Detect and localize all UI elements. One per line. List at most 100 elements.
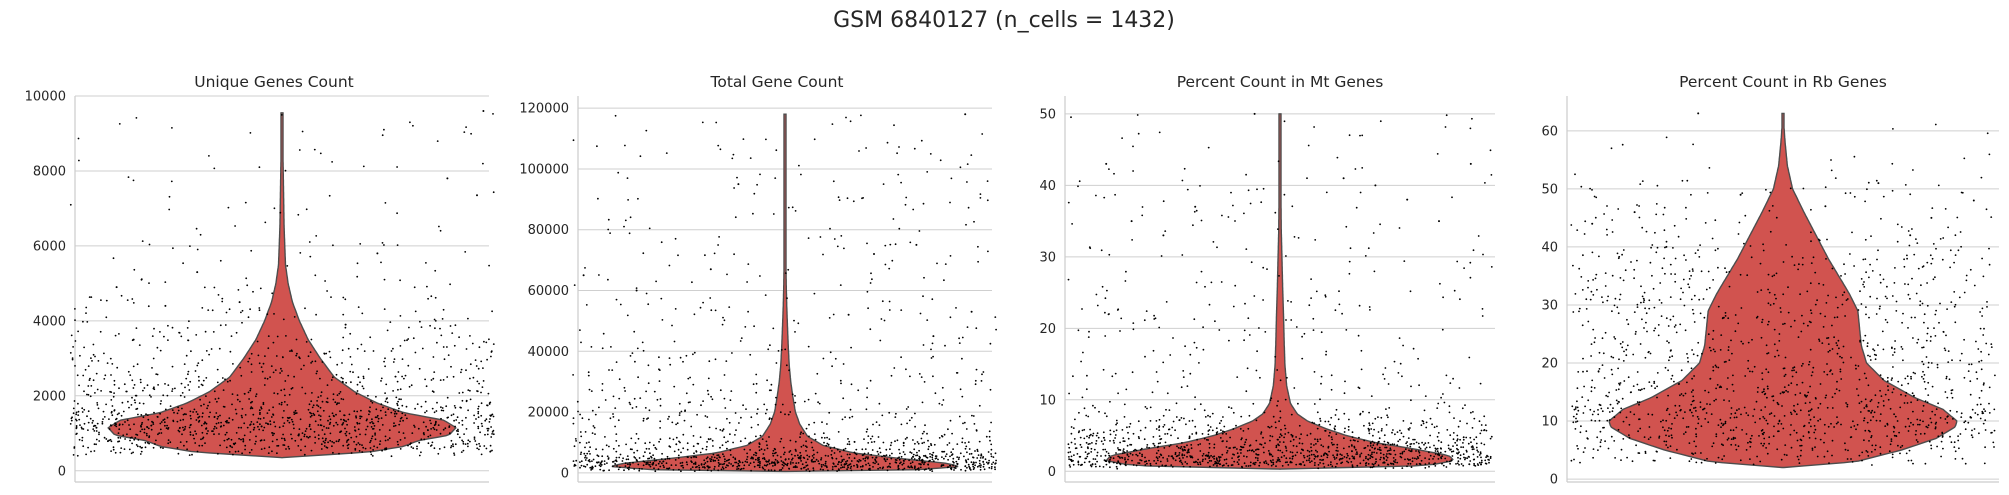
data-point [1469, 276, 1472, 279]
data-point [1589, 187, 1591, 190]
data-point [574, 464, 577, 467]
data-point [1275, 446, 1278, 449]
data-point [917, 442, 920, 445]
data-point [1073, 438, 1076, 440]
data-point [987, 451, 990, 453]
data-point [1160, 454, 1163, 457]
data-point [803, 466, 806, 469]
data-point [1138, 437, 1140, 440]
data-point [1445, 374, 1448, 377]
data-point [412, 124, 414, 127]
data-point [1378, 437, 1381, 440]
data-point [592, 425, 595, 427]
data-point [871, 278, 873, 281]
data-point [362, 375, 365, 378]
data-point [1104, 412, 1106, 415]
data-point [913, 458, 916, 460]
data-point [1864, 258, 1867, 260]
data-point [1477, 235, 1480, 237]
data-point [1149, 420, 1152, 422]
data-point [1437, 458, 1440, 460]
data-point [359, 417, 362, 420]
data-point [624, 390, 626, 392]
data-point [1960, 352, 1963, 355]
data-point [1078, 411, 1080, 414]
data-point [1333, 458, 1336, 460]
data-point [70, 417, 73, 420]
data-point [1157, 459, 1159, 462]
data-point [623, 386, 626, 389]
data-point [189, 424, 192, 427]
data-point [849, 408, 852, 411]
data-point [1119, 330, 1121, 332]
data-point [1070, 426, 1073, 428]
data-point [454, 443, 457, 446]
data-point [1415, 441, 1418, 444]
data-point [308, 241, 311, 243]
data-point [1223, 464, 1225, 466]
data-point [1976, 403, 1979, 406]
data-point [413, 424, 415, 427]
data-point [1124, 457, 1126, 459]
data-point [792, 466, 795, 468]
data-point [1415, 463, 1418, 466]
data-point [255, 393, 258, 395]
data-point [695, 456, 698, 459]
data-point [870, 441, 873, 443]
data-point [658, 380, 661, 382]
data-point [1482, 253, 1484, 256]
data-point [242, 439, 245, 441]
data-point [164, 383, 166, 385]
data-point [916, 441, 919, 443]
data-point [687, 401, 690, 404]
data-point [1253, 112, 1256, 115]
data-point [1717, 424, 1720, 426]
data-point [1207, 424, 1210, 427]
data-point [794, 454, 796, 457]
data-point [1078, 455, 1081, 458]
data-point [1240, 415, 1243, 418]
data-point [211, 309, 214, 312]
data-point [794, 395, 796, 397]
data-point [806, 454, 809, 457]
data-point [617, 468, 620, 471]
data-point [1969, 268, 1972, 271]
data-point [1478, 420, 1481, 423]
data-point [328, 350, 331, 353]
data-point [1706, 457, 1708, 460]
data-point [286, 419, 289, 422]
data-point [1641, 388, 1643, 391]
data-point [231, 393, 234, 395]
data-point [226, 421, 228, 424]
data-point [320, 391, 323, 394]
data-point [462, 442, 465, 445]
data-point [201, 359, 204, 362]
data-point [1753, 408, 1756, 411]
data-point [889, 444, 892, 447]
data-point [70, 419, 73, 422]
data-point [812, 449, 815, 452]
data-point [979, 466, 982, 468]
data-point [210, 348, 213, 350]
data-point [589, 446, 591, 449]
data-point [1463, 456, 1465, 459]
data-point [722, 453, 724, 456]
data-point [965, 428, 968, 430]
data-point [768, 418, 771, 421]
data-point [653, 460, 656, 462]
data-point [137, 439, 140, 441]
data-point [119, 437, 122, 439]
data-point [137, 413, 139, 416]
data-point [768, 436, 770, 438]
data-point [1769, 230, 1772, 233]
data-point [821, 421, 823, 424]
data-point [1377, 448, 1379, 451]
data-point [1723, 399, 1725, 401]
data-point [199, 398, 202, 401]
data-point [383, 278, 386, 281]
data-point [824, 462, 827, 465]
data-point [1179, 459, 1182, 462]
data-point [1461, 407, 1464, 410]
data-point [624, 465, 627, 467]
data-point [239, 366, 242, 369]
